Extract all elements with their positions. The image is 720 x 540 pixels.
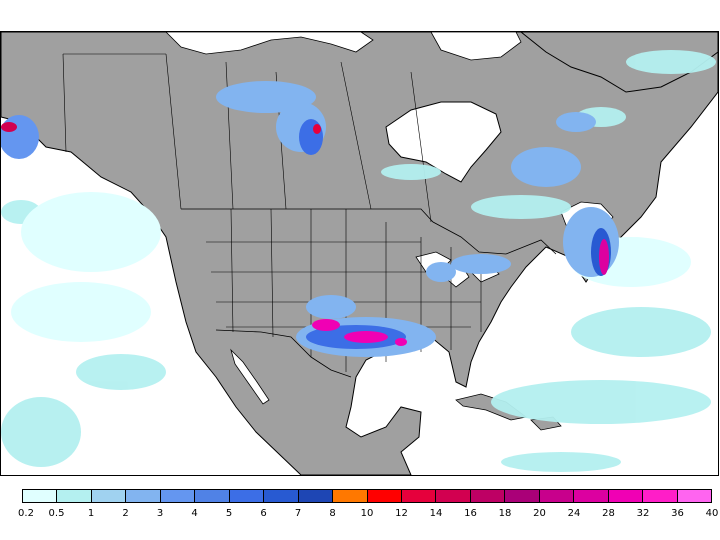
colorbar-label: 36 (671, 508, 684, 519)
precip-colorbar-labels: 0.2 0.5 1 2 3 4 5 6 7 8 10 12 14 16 18 20 24 28 32 36 40 (18, 508, 718, 522)
colorbar-label: 24 (567, 508, 581, 519)
colorbar-swatch (436, 490, 471, 502)
arctic-channel (165, 32, 374, 55)
precip-canada-heavy (313, 124, 321, 134)
colorbar-swatch (264, 490, 299, 502)
colorbar-swatch (229, 490, 265, 502)
precipitation-map (0, 31, 719, 476)
colorbar-label: 10 (360, 508, 374, 519)
arctic-channel (430, 32, 522, 61)
colorbar-label: 3 (156, 508, 164, 519)
precip-canada (216, 81, 596, 187)
colorbar-label: 7 (294, 508, 302, 519)
colorbar-swatch (470, 490, 506, 502)
colorbar-swatch (160, 490, 196, 502)
colorbar-swatch (677, 490, 712, 502)
colorbar-label: 20 (533, 508, 546, 519)
precip-canada-dark (299, 119, 323, 155)
colorbar-label: 16 (464, 508, 477, 519)
greenland-land (520, 32, 718, 93)
colorbar-label: 2 (122, 508, 129, 519)
colorbar-swatch (126, 490, 161, 502)
colorbar-swatch (401, 490, 437, 502)
colorbar-label: 6 (260, 508, 267, 519)
colorbar-label: 4 (191, 508, 198, 519)
colorbar-swatch (23, 490, 58, 502)
colorbar-swatch (539, 490, 575, 502)
colorbar-swatch (195, 490, 230, 502)
colorbar-swatch (505, 490, 540, 502)
precip-colorbar (22, 489, 712, 503)
colorbar-label: 0.2 (18, 508, 34, 519)
colorbar-label: 12 (395, 508, 408, 519)
colorbar-swatch (643, 490, 678, 502)
colorbar-label: 32 (636, 508, 650, 519)
colorbar-label: 28 (602, 508, 615, 519)
colorbar-swatch (57, 490, 92, 502)
colorbar-label: 40 (705, 508, 719, 519)
precip-alaska-heavy (1, 122, 17, 132)
precip-northeast-heavy (599, 239, 609, 275)
colorbar-swatch (574, 490, 609, 502)
colorbar-label: 5 (225, 508, 233, 519)
precip-south-heavy (312, 319, 407, 346)
colorbar-swatch (367, 490, 402, 502)
us-canada-border (181, 208, 557, 255)
precip-very-light (11, 192, 691, 342)
colorbar-label: 14 (429, 508, 443, 519)
colorbar-swatch (333, 490, 368, 502)
colorbar-swatch (608, 490, 644, 502)
colorbar-label: 18 (498, 508, 512, 519)
colorbar-swatch (91, 490, 127, 502)
colorbar-label: 8 (329, 508, 336, 519)
hudson-bay (385, 101, 502, 183)
us-mexico-border (215, 329, 352, 378)
gulf-of-california (230, 348, 270, 405)
colorbar-label: 0.5 (48, 508, 65, 519)
state-lines (206, 208, 482, 372)
colorbar-swatch (298, 490, 334, 502)
colorbar-label: 1 (87, 508, 95, 519)
